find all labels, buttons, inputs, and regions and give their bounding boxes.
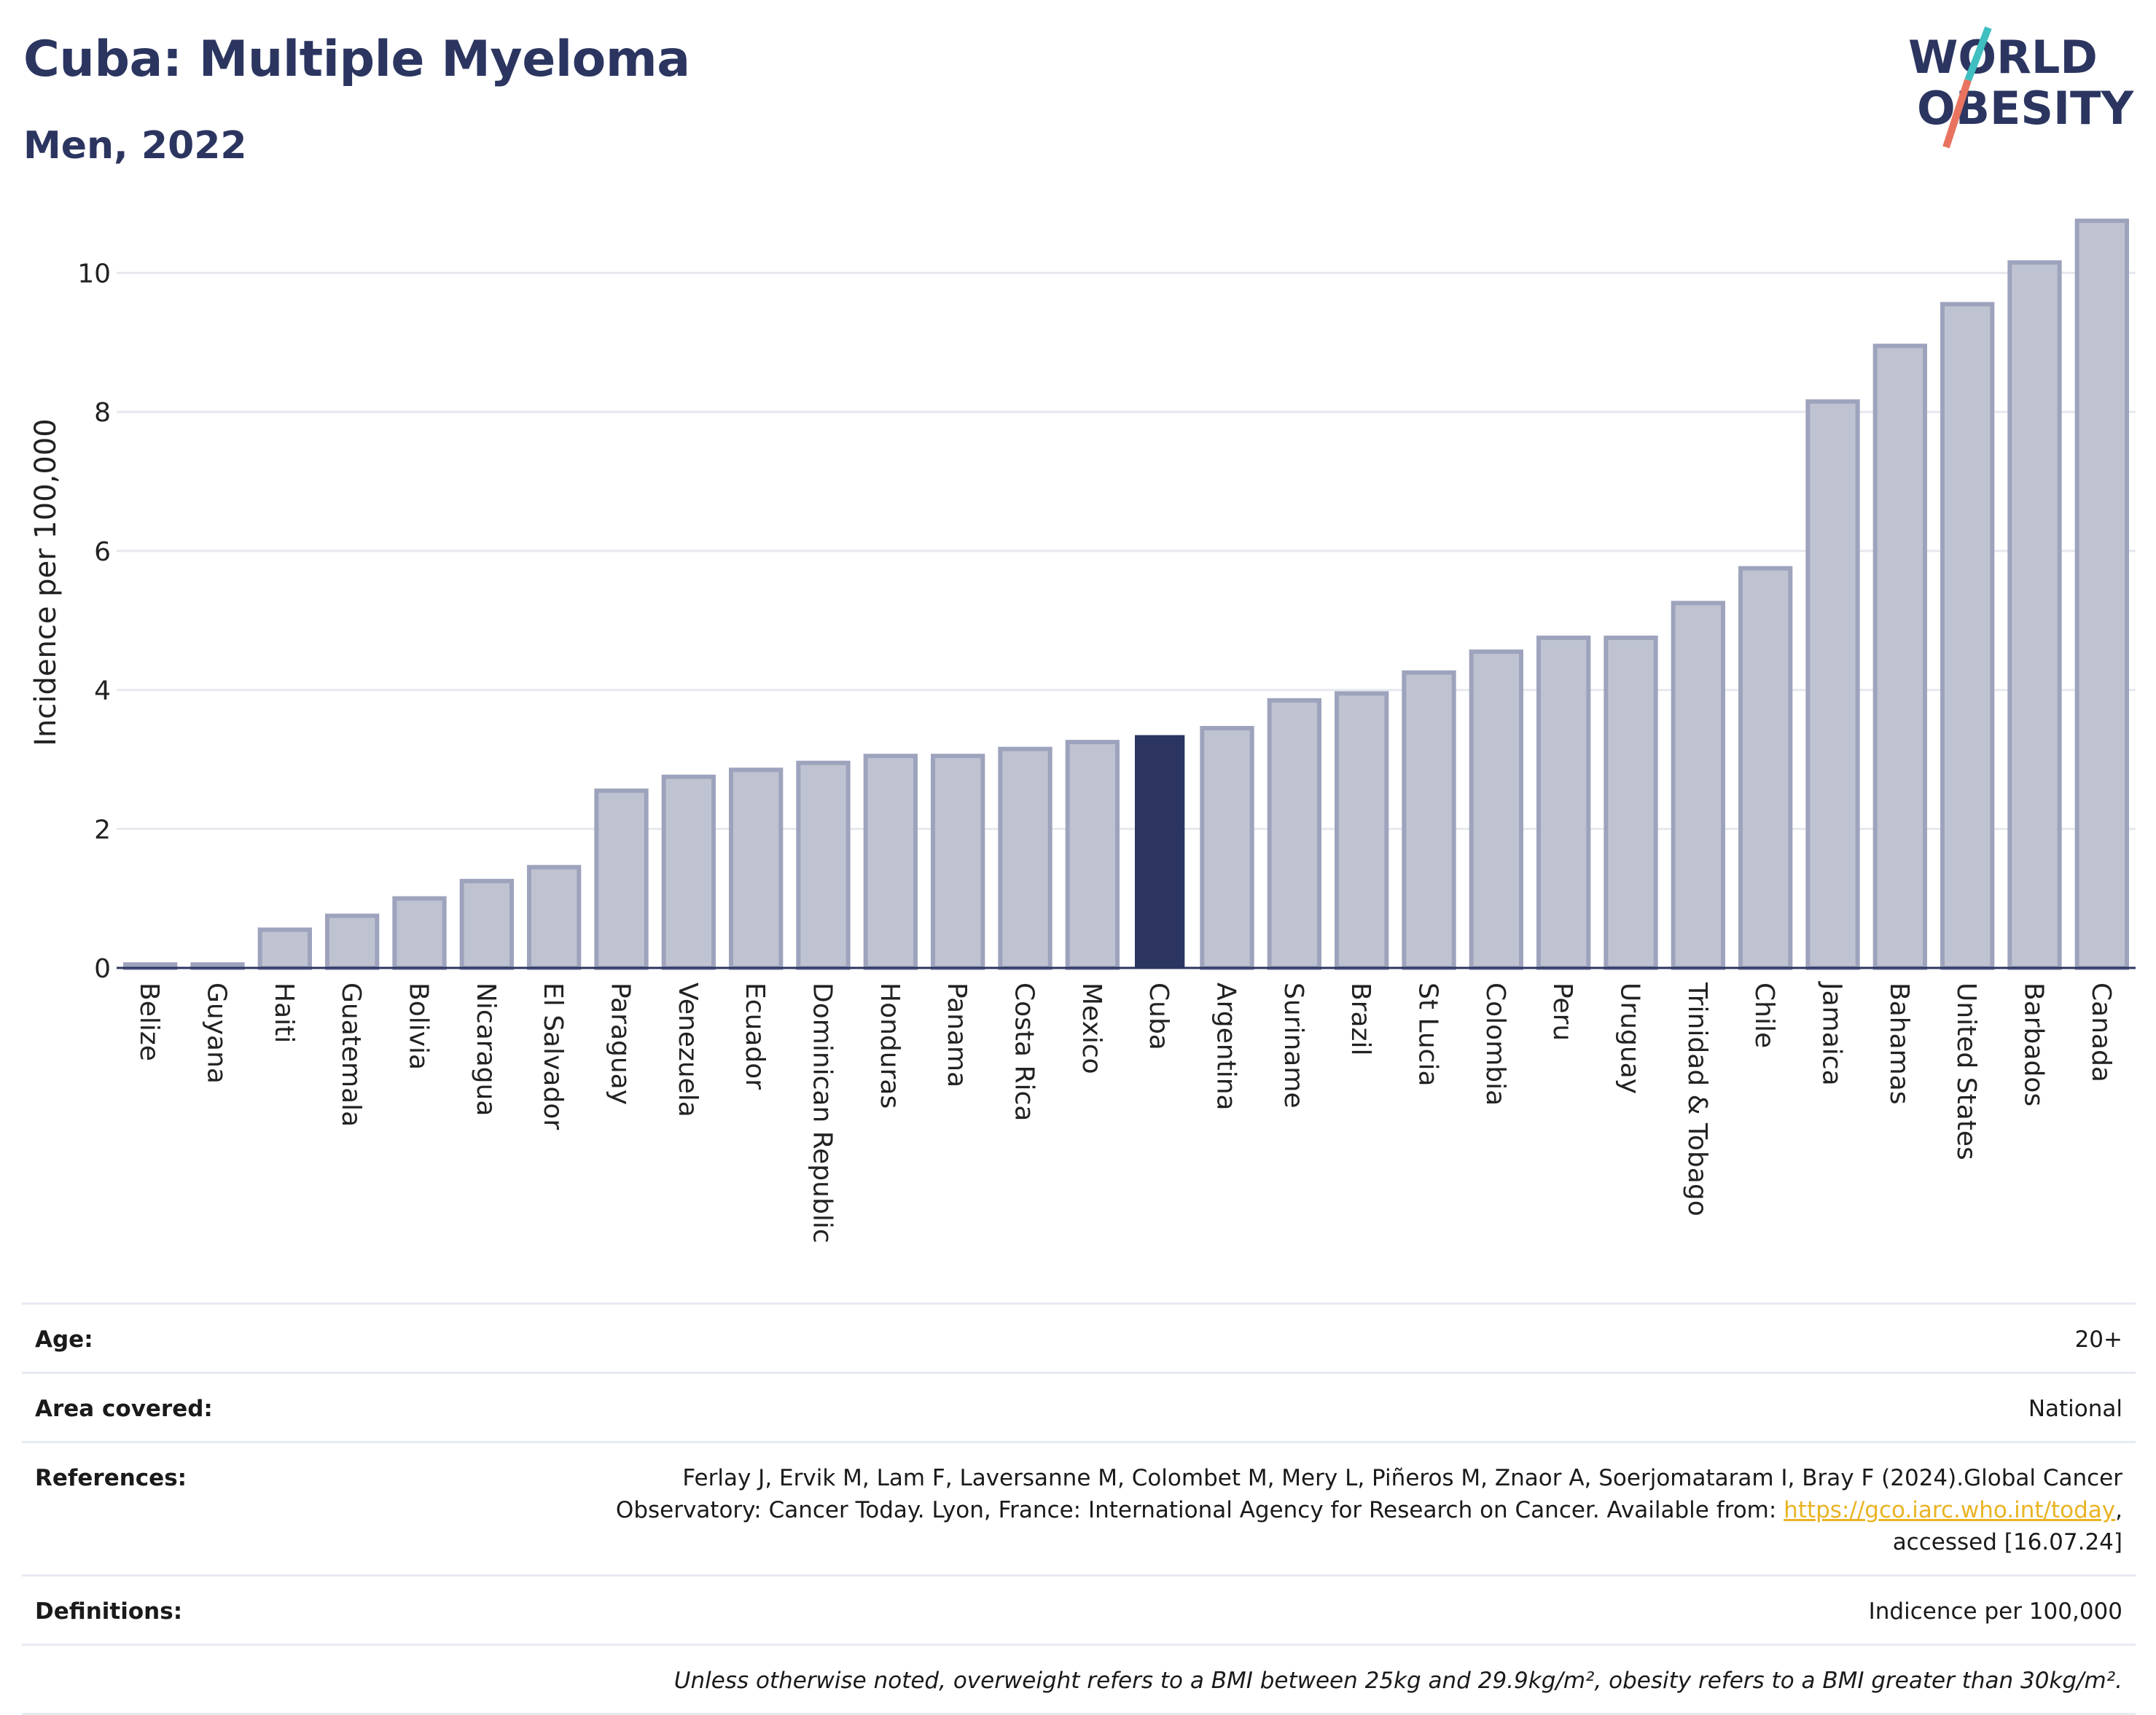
- x-tick-label: Ecuador: [740, 982, 770, 1090]
- x-tick-label: Bolivia: [404, 982, 434, 1070]
- y-axis-label: Incidence per 100,000: [29, 418, 63, 746]
- bar-suriname: [1267, 698, 1321, 970]
- bar-ecuador: [729, 767, 784, 971]
- x-tick-label: Canada: [2086, 982, 2116, 1082]
- x-tick-label: Brazil: [1345, 982, 1375, 1055]
- bar-bahamas: [1872, 343, 1927, 970]
- x-tick-label: Guyana: [202, 982, 232, 1084]
- x-tick-label: St Lucia: [1413, 982, 1443, 1087]
- meta-row-references: References: Ferlay J, Ervik M, Lam F, La…: [22, 1441, 2136, 1574]
- x-tick-label: Uruguay: [1615, 982, 1645, 1094]
- x-tick-label: Honduras: [875, 982, 905, 1109]
- bar-chile: [1738, 566, 1793, 970]
- references-label: References:: [35, 1465, 187, 1491]
- bar-dominican-republic: [796, 760, 851, 970]
- bar-cuba: [1135, 735, 1185, 968]
- x-tick-label: Paraguay: [606, 982, 636, 1105]
- y-tick-label: 6: [94, 537, 111, 567]
- bar-guatemala: [325, 913, 380, 971]
- x-tick-label: El Salvador: [538, 982, 568, 1130]
- area-value: National: [2028, 1396, 2122, 1422]
- bar-barbados: [2007, 260, 2062, 970]
- x-tick-label: Venezuela: [673, 982, 703, 1117]
- bar-mexico: [1065, 740, 1120, 970]
- definitions-label: Definitions:: [35, 1598, 183, 1625]
- x-tick-label: Argentina: [1211, 982, 1241, 1111]
- x-tick-label: Haiti: [269, 982, 299, 1043]
- references-text-4: accessed [16.07.24]: [1892, 1529, 2122, 1555]
- references-text-3: ,: [2115, 1497, 2122, 1523]
- bar-venezuela: [661, 774, 716, 970]
- bar-el-salvador: [527, 864, 582, 971]
- bar-colombia: [1469, 649, 1523, 970]
- page-subtitle: Men, 2022: [23, 124, 247, 168]
- references-value: Ferlay J, Ervik M, Lam F, Laversanne M, …: [616, 1462, 2122, 1558]
- meta-row-area: Area covered: National: [22, 1372, 2136, 1441]
- meta-row-definitions: Definitions: Indicence per 100,000: [22, 1574, 2136, 1644]
- logo-line-1: WORLD: [1908, 31, 2098, 84]
- y-tick-label: 10: [77, 259, 111, 289]
- references-link[interactable]: https://gco.iarc.who.int/today: [1784, 1497, 2116, 1523]
- bar-honduras: [863, 754, 918, 971]
- x-tick-label: United States: [1951, 982, 1981, 1160]
- page-title: Cuba: Multiple Myeloma: [23, 31, 690, 88]
- bar-brazil: [1335, 691, 1389, 970]
- x-tick-label: Cuba: [1144, 982, 1173, 1050]
- references-text-1: Ferlay J, Ervik M, Lam F, Laversanne M, …: [682, 1465, 2122, 1491]
- bar-chart: 0 2 4 6 8 10 Incidence per 100,000 Belize Guyana…: [29, 218, 2136, 1243]
- bar-bolivia: [392, 896, 447, 970]
- bar-canada: [2074, 218, 2129, 970]
- x-tick-label: Costa Rica: [1009, 982, 1039, 1121]
- x-tick-label: Mexico: [1077, 982, 1106, 1074]
- definitions-value: Indicence per 100,000: [1868, 1598, 2122, 1625]
- x-tick-label: Trinidad & Tobago: [1682, 982, 1712, 1216]
- x-tick-label: Jamaica: [1817, 981, 1847, 1086]
- bar-jamaica: [1805, 399, 1860, 970]
- bar-paraguay: [594, 788, 649, 970]
- bar-panama: [931, 754, 985, 971]
- area-label: Area covered:: [35, 1396, 213, 1422]
- bar-uruguay: [1604, 636, 1658, 971]
- meta-row-note: Unless otherwise noted, overweight refer…: [22, 1644, 2136, 1715]
- x-tick-label: Guatemala: [336, 982, 366, 1127]
- x-tick-label: Chile: [1749, 982, 1779, 1048]
- x-tick-label: Dominican Republic: [808, 982, 837, 1243]
- y-tick-label: 8: [94, 398, 111, 428]
- bar-st-lucia: [1402, 670, 1456, 970]
- references-text-2: Observatory: Cancer Today. Lyon, France:…: [615, 1497, 1784, 1523]
- x-tick-label: Barbados: [2019, 982, 2049, 1106]
- meta-row-age: Age: 20+: [22, 1302, 2136, 1372]
- x-tick-label: Colombia: [1480, 982, 1510, 1106]
- age-value: 20+: [2074, 1327, 2122, 1353]
- bar-nicaragua: [459, 878, 514, 971]
- age-label: Age:: [35, 1327, 93, 1353]
- y-tick-label: 4: [94, 676, 111, 706]
- bar-united-states: [1940, 302, 1995, 970]
- x-tick-label: Panama: [942, 982, 972, 1087]
- x-tick-label: Suriname: [1278, 982, 1308, 1109]
- bar-argentina: [1200, 726, 1254, 971]
- metadata-table: Age: 20+ Area covered: National Referenc…: [22, 1302, 2136, 1715]
- bar-costa-rica: [998, 746, 1052, 970]
- x-tick-label: Bahamas: [1884, 982, 1914, 1105]
- x-tick-label: Belize: [134, 982, 164, 1061]
- bar-peru: [1536, 636, 1591, 971]
- bar-trinidad-tobago: [1671, 601, 1725, 970]
- x-tick-label: Peru: [1547, 982, 1577, 1041]
- logo-slash-coral-icon: [1942, 79, 1972, 149]
- bmi-note: Unless otherwise noted, overweight refer…: [673, 1668, 2122, 1694]
- world-obesity-logo: WORLD OBESITY: [1908, 26, 2134, 149]
- bar-haiti: [257, 927, 312, 971]
- logo-slash-teal-icon: [1964, 26, 1992, 82]
- x-tick-label: Nicaragua: [471, 982, 501, 1116]
- y-tick-label: 2: [94, 815, 111, 845]
- y-tick-label: 0: [94, 954, 111, 984]
